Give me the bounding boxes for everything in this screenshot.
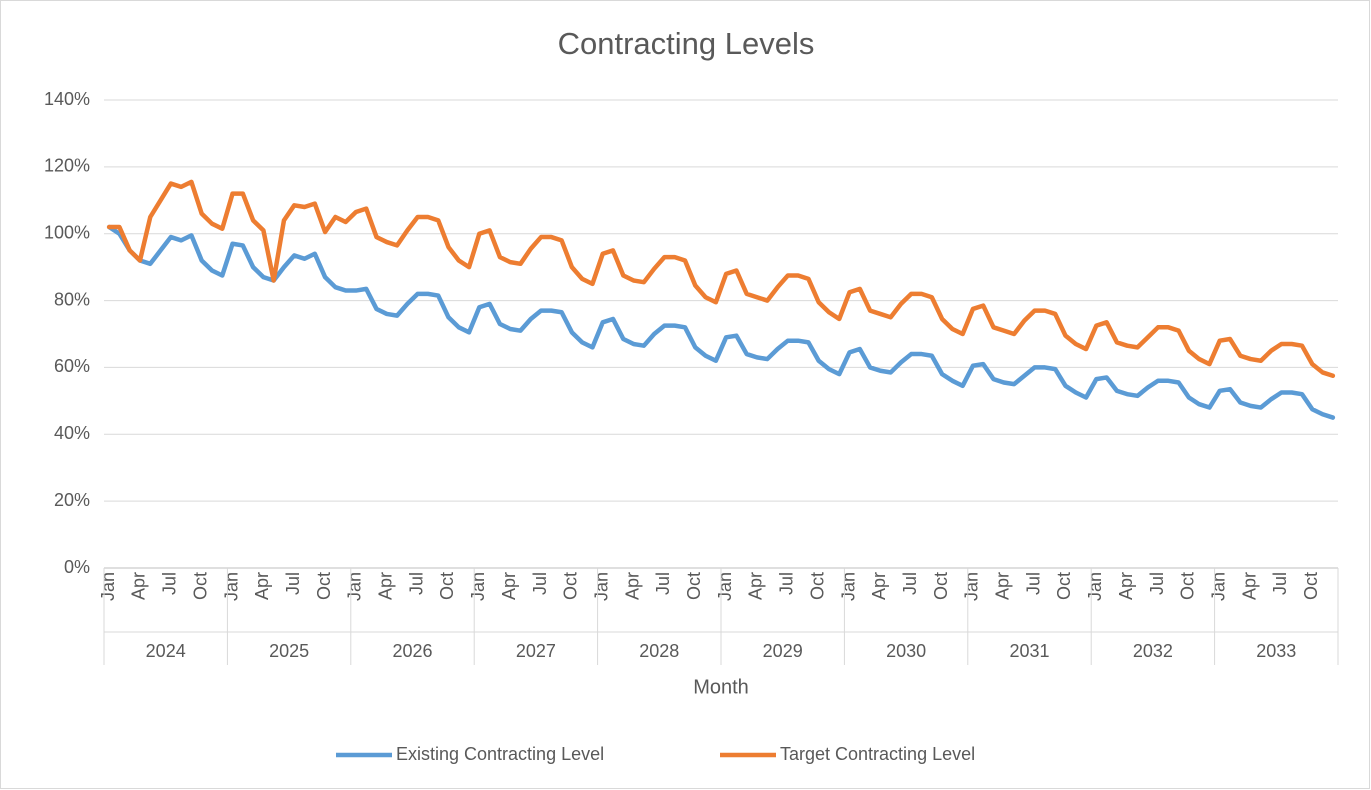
x-group-label: 2032 bbox=[1133, 641, 1173, 661]
x-tick-label: Jan bbox=[715, 572, 735, 601]
x-tick-label: Jul bbox=[900, 572, 920, 595]
y-tick-label: 40% bbox=[54, 423, 90, 443]
x-tick-label: Apr bbox=[129, 572, 149, 600]
x-tick-label: Jan bbox=[962, 572, 982, 601]
x-tick-label: Apr bbox=[622, 572, 642, 600]
y-tick-label: 60% bbox=[54, 356, 90, 376]
legend-label: Target Contracting Level bbox=[780, 744, 975, 764]
x-tick-label: Oct bbox=[437, 572, 457, 600]
x-tick-label: Apr bbox=[993, 572, 1013, 600]
x-axis-title: Month bbox=[693, 676, 749, 698]
x-tick-label: Jan bbox=[98, 572, 118, 601]
x-tick-label: Oct bbox=[684, 572, 704, 600]
x-tick-label: Oct bbox=[807, 572, 827, 600]
line bbox=[106, 224, 1336, 420]
x-tick-label: Jul bbox=[653, 572, 673, 595]
y-tick-label: 100% bbox=[44, 222, 90, 242]
x-group-label: 2024 bbox=[146, 641, 186, 661]
x-tick-label: Apr bbox=[869, 572, 889, 600]
x-tick-label: Jan bbox=[345, 572, 365, 601]
x-group-label: 2030 bbox=[886, 641, 926, 661]
x-group-label: 2031 bbox=[1009, 641, 1049, 661]
x-tick-label: Jan bbox=[591, 572, 611, 601]
x-group-label: 2029 bbox=[763, 641, 803, 661]
line bbox=[106, 179, 1336, 379]
x-tick-label: Jan bbox=[1208, 572, 1228, 601]
x-tick-label: Apr bbox=[1116, 572, 1136, 600]
x-tick-label: Jan bbox=[468, 572, 488, 601]
x-tick-label: Oct bbox=[561, 572, 581, 600]
y-tick-label: 0% bbox=[64, 557, 90, 577]
x-tick-label: Jan bbox=[221, 572, 241, 601]
x-tick-label: Oct bbox=[931, 572, 951, 600]
x-tick-label: Jul bbox=[160, 572, 180, 595]
x-tick-label: Jul bbox=[1147, 572, 1167, 595]
x-tick-label: Oct bbox=[314, 572, 334, 600]
x-group-label: 2027 bbox=[516, 641, 556, 661]
x-tick-label: Oct bbox=[1301, 572, 1321, 600]
x-tick-label: Jan bbox=[838, 572, 858, 601]
x-tick-label: Apr bbox=[252, 572, 272, 600]
x-tick-label: Apr bbox=[376, 572, 396, 600]
x-tick-label: Jul bbox=[283, 572, 303, 595]
legend-label: Existing Contracting Level bbox=[396, 744, 604, 764]
y-tick-label: 120% bbox=[44, 156, 90, 176]
y-tick-label: 80% bbox=[54, 289, 90, 309]
y-tick-label: 20% bbox=[54, 490, 90, 510]
x-tick-label: Apr bbox=[1239, 572, 1259, 600]
x-tick-label: Jul bbox=[777, 572, 797, 595]
x-tick-label: Apr bbox=[499, 572, 519, 600]
x-group-label: 2026 bbox=[392, 641, 432, 661]
x-tick-label: Oct bbox=[1054, 572, 1074, 600]
chart-title: Contracting Levels bbox=[558, 26, 815, 61]
x-tick-label: Jul bbox=[1023, 572, 1043, 595]
x-group-label: 2033 bbox=[1256, 641, 1296, 661]
x-group-label: 2025 bbox=[269, 641, 309, 661]
x-tick-label: Jan bbox=[1085, 572, 1105, 601]
y-tick-label: 140% bbox=[44, 89, 90, 109]
x-group-label: 2028 bbox=[639, 641, 679, 661]
x-tick-label: Apr bbox=[746, 572, 766, 600]
x-tick-label: Oct bbox=[190, 572, 210, 600]
x-tick-label: Oct bbox=[1178, 572, 1198, 600]
x-tick-label: Jul bbox=[1270, 572, 1290, 595]
x-tick-label: Jul bbox=[530, 572, 550, 595]
x-tick-label: Jul bbox=[406, 572, 426, 595]
